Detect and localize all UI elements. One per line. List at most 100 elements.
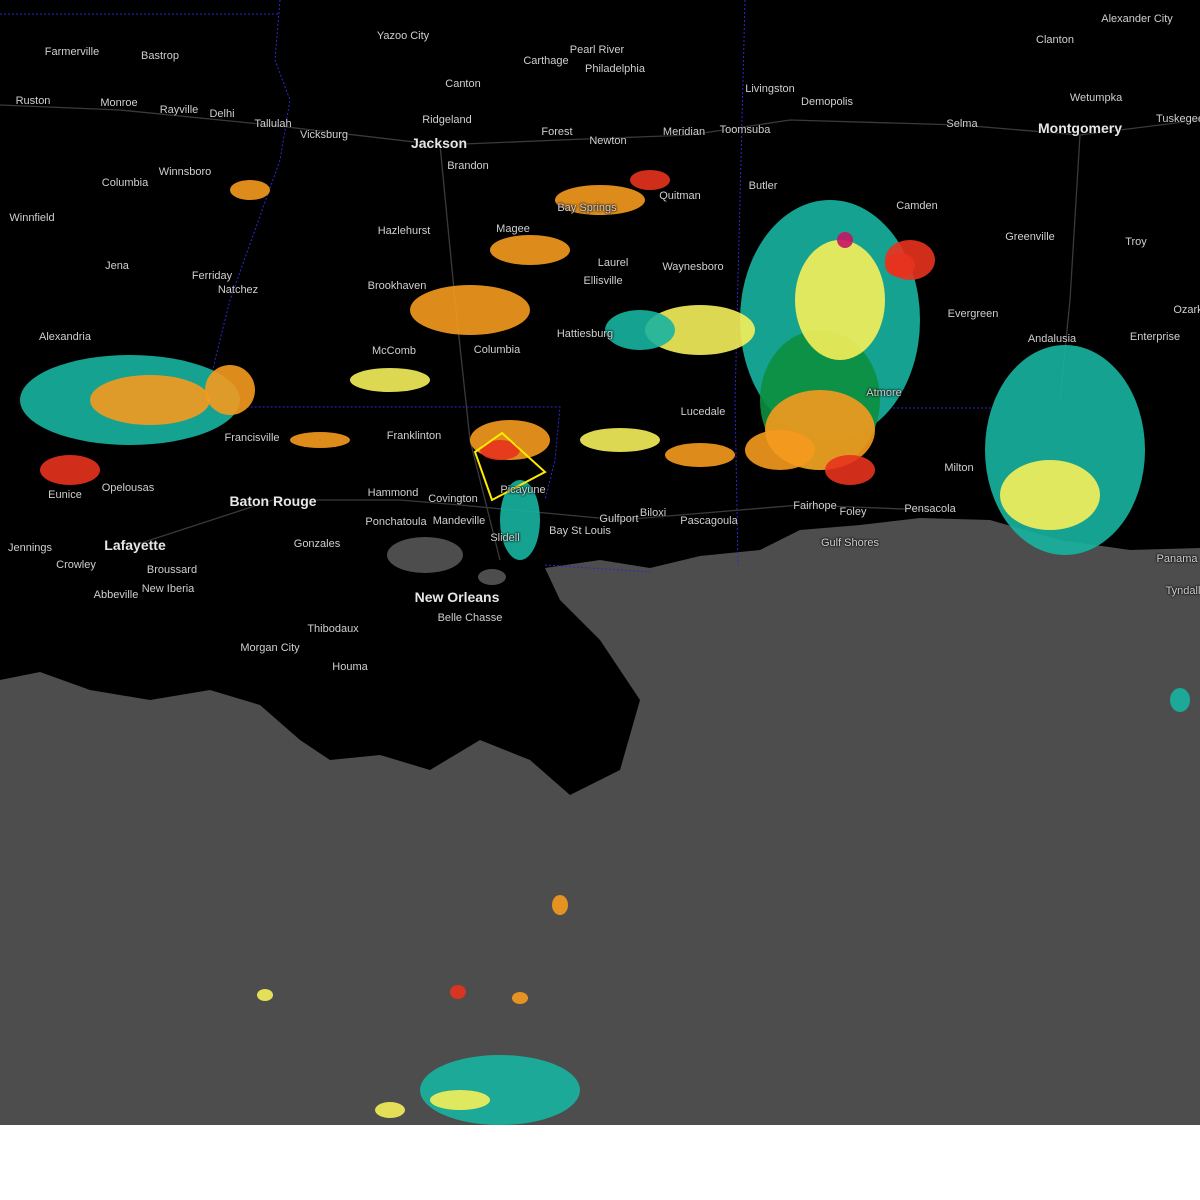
city-label: Thibodaux xyxy=(307,623,359,635)
city-label: Crowley xyxy=(56,559,96,571)
lake-pontchartrain xyxy=(387,537,463,573)
city-label: Winnfield xyxy=(9,212,55,224)
city-label: Ellisville xyxy=(583,275,623,287)
city-label: Pensacola xyxy=(904,503,956,515)
radar-echo xyxy=(665,443,735,467)
city-label: Gulf Shores xyxy=(820,537,880,549)
highway xyxy=(134,499,274,546)
radar-echo xyxy=(90,375,210,425)
radar-echo xyxy=(480,440,520,460)
city-label: Hattiesburg xyxy=(556,328,614,340)
radar-echo xyxy=(630,170,670,190)
city-label: Jackson xyxy=(410,135,468,151)
city-label: Monroe xyxy=(100,97,138,109)
radar-echo xyxy=(500,480,540,560)
city-label: Vicksburg xyxy=(299,129,349,141)
city-label: Jennings xyxy=(7,542,53,554)
city-label: Bay St Louis xyxy=(549,525,611,537)
city-label: Toomsuba xyxy=(719,124,771,136)
city-label: Columbia xyxy=(101,177,149,189)
radar-echo xyxy=(885,253,915,277)
city-label: Alexander City xyxy=(1101,13,1173,25)
city-label: Evergreen xyxy=(947,308,999,320)
gulf-water xyxy=(0,518,1200,1125)
city-label: McComb xyxy=(371,345,417,357)
city-label: Andalusia xyxy=(1027,333,1077,345)
city-label: Brookhaven xyxy=(367,280,427,292)
radar-echo xyxy=(1170,688,1190,712)
radar-echo xyxy=(410,285,530,335)
city-label: Tuskegee xyxy=(1156,113,1200,125)
city-label: Enterprise xyxy=(1129,331,1181,343)
city-label: Morgan City xyxy=(240,642,300,654)
city-label: Pascagoula xyxy=(680,515,738,527)
city-label: Brandon xyxy=(447,160,489,172)
radar-echo xyxy=(837,232,853,248)
highway xyxy=(273,499,931,521)
city-label: Lucedale xyxy=(680,406,726,418)
city-label: Quitman xyxy=(659,190,701,202)
city-label: New Iberia xyxy=(141,583,195,595)
radar-echo xyxy=(552,895,568,915)
city-label: Farmerville xyxy=(44,46,100,58)
city-label: Mandeville xyxy=(432,515,486,527)
city-label: Abbeville xyxy=(93,589,139,601)
city-label: Ridgeland xyxy=(422,114,472,126)
radar-echo xyxy=(555,185,645,215)
city-label: Bastrop xyxy=(141,50,179,62)
city-label: Milton xyxy=(944,462,974,474)
city-label: Gulfport xyxy=(599,513,639,525)
city-label: Ruston xyxy=(15,95,51,107)
city-label: Foley xyxy=(839,506,867,518)
city-label: Greenville xyxy=(1005,231,1055,243)
city-label: Waynesboro xyxy=(662,261,724,273)
highway xyxy=(0,104,1200,146)
city-label: Rayville xyxy=(159,104,199,116)
city-label: Fairhope xyxy=(793,500,837,512)
city-label: Canton xyxy=(445,78,481,90)
city-label: Alexandria xyxy=(39,331,91,343)
state-border xyxy=(734,0,746,566)
city-label: Ozark xyxy=(1173,304,1200,316)
radar-echo xyxy=(1000,460,1100,530)
state-border xyxy=(544,564,651,573)
city-label: Clanton xyxy=(1036,34,1074,46)
state-border xyxy=(204,0,561,501)
city-label: Lafayette xyxy=(104,537,166,553)
city-label: Selma xyxy=(946,118,978,130)
radar-echo xyxy=(825,455,875,485)
radar-echo xyxy=(375,1102,405,1118)
city-label: Natchez xyxy=(217,284,259,296)
highway xyxy=(439,144,501,561)
city-label: Forest xyxy=(541,126,573,138)
city-label: Gonzales xyxy=(293,538,341,550)
radar-echo xyxy=(230,180,270,200)
city-label: Broussard xyxy=(146,564,198,576)
city-label: Houma xyxy=(332,661,368,673)
radar-echo xyxy=(450,985,466,999)
radar-echo xyxy=(40,455,100,485)
radar-echo xyxy=(745,430,815,470)
city-label: Hazlehurst xyxy=(377,225,431,237)
city-label: Philadelphia xyxy=(585,63,645,75)
overlay-layer xyxy=(473,431,547,502)
radar-map[interactable]: Alexander City Farmerville Bastrop Yazoo Ci… xyxy=(0,0,1200,1125)
city-label: Camden xyxy=(896,200,938,212)
radar-echo xyxy=(605,310,675,350)
city-label: Magee xyxy=(496,223,530,235)
radar-echo xyxy=(205,365,255,415)
radar-echo xyxy=(257,989,273,1001)
city-label: Belle Chasse xyxy=(437,612,503,624)
city-label: Carthage xyxy=(523,55,569,67)
radar-echo xyxy=(580,428,660,452)
city-label: Franklinton xyxy=(386,430,442,442)
radar-echo xyxy=(350,368,430,392)
city-label: Laurel xyxy=(597,257,629,269)
city-label: Slidell xyxy=(490,532,520,544)
city-label: Atmore xyxy=(866,387,902,399)
city-label: Columbia xyxy=(473,344,521,356)
city-label: Opelousas xyxy=(101,482,155,494)
city-label: Pearl River xyxy=(569,44,625,56)
warning-polygon[interactable] xyxy=(473,431,547,502)
footer-blank xyxy=(0,1125,1200,1200)
